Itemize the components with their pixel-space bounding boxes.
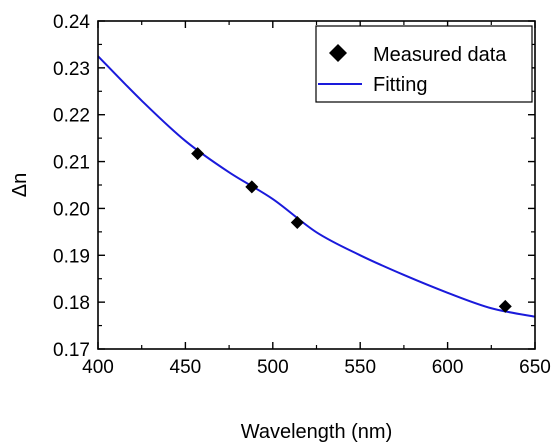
- x-tick-label: 650: [519, 357, 551, 378]
- y-tick-label: 0.24: [53, 12, 90, 33]
- x-axis-label: Wavelength (nm): [241, 421, 393, 443]
- marker-layer: [191, 147, 512, 313]
- y-tick-label: 0.21: [53, 153, 90, 174]
- y-tick-label: 0.20: [53, 199, 90, 220]
- x-tick-label: 450: [170, 357, 202, 378]
- fitting-curve: [97, 55, 536, 318]
- y-tick-label: 0.22: [53, 106, 90, 127]
- x-tick-label: 400: [82, 357, 114, 378]
- legend-label-measured: Measured data: [373, 44, 507, 66]
- x-tick-label: 600: [432, 357, 464, 378]
- fit-layer: [97, 55, 536, 318]
- data-point-marker: [245, 180, 259, 194]
- y-tick-label: 0.19: [53, 246, 90, 267]
- y-tick-label: 0.17: [53, 340, 90, 361]
- x-tick-label: 500: [257, 357, 289, 378]
- tick-layer: 400 450 500 550 600 650 0.17 0.18 0.19 0.20 0.21 0.…: [53, 12, 551, 378]
- legend-box: [315, 25, 533, 103]
- legend: Measured data Fitting: [315, 25, 533, 103]
- data-point-marker: [191, 147, 205, 161]
- x-tick-label: 550: [344, 357, 376, 378]
- data-point-marker: [290, 215, 304, 229]
- y-axis-label: Δn: [9, 173, 31, 197]
- y-tick-label: 0.23: [53, 59, 90, 80]
- data-point-marker: [498, 299, 512, 313]
- legend-label-fitting: Fitting: [373, 74, 427, 96]
- legend-marker-measured: [329, 44, 347, 62]
- y-tick-label: 0.18: [53, 293, 90, 314]
